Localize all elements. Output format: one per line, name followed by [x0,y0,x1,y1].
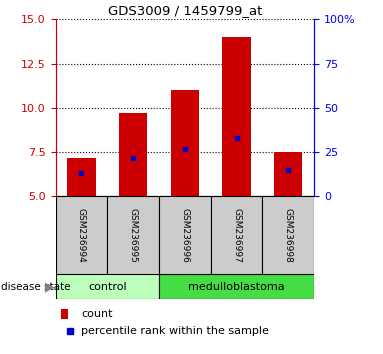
Text: control: control [88,282,126,292]
Bar [159,274,314,299]
Bar [61,309,69,319]
Text: percentile rank within the sample: percentile rank within the sample [81,326,269,336]
Text: disease state: disease state [1,282,70,292]
Text: count: count [81,309,113,319]
Bar [170,90,199,196]
Text: GSM236998: GSM236998 [284,208,293,263]
Bar [222,37,251,196]
Bar [159,196,211,274]
Text: GSM236994: GSM236994 [77,208,86,263]
Title: GDS3009 / 1459799_at: GDS3009 / 1459799_at [108,4,262,17]
Bar [119,113,147,196]
Text: GSM236996: GSM236996 [180,208,189,263]
Text: medulloblastoma: medulloblastoma [188,282,285,292]
Bar [107,196,159,274]
Text: GSM236995: GSM236995 [129,208,137,263]
Bar [67,158,96,196]
Bar [56,274,159,299]
Text: GSM236997: GSM236997 [232,208,241,263]
Bar [262,196,314,274]
Bar [211,196,262,274]
Bar [56,196,107,274]
Bar [274,152,303,196]
Text: ▶: ▶ [45,280,55,293]
